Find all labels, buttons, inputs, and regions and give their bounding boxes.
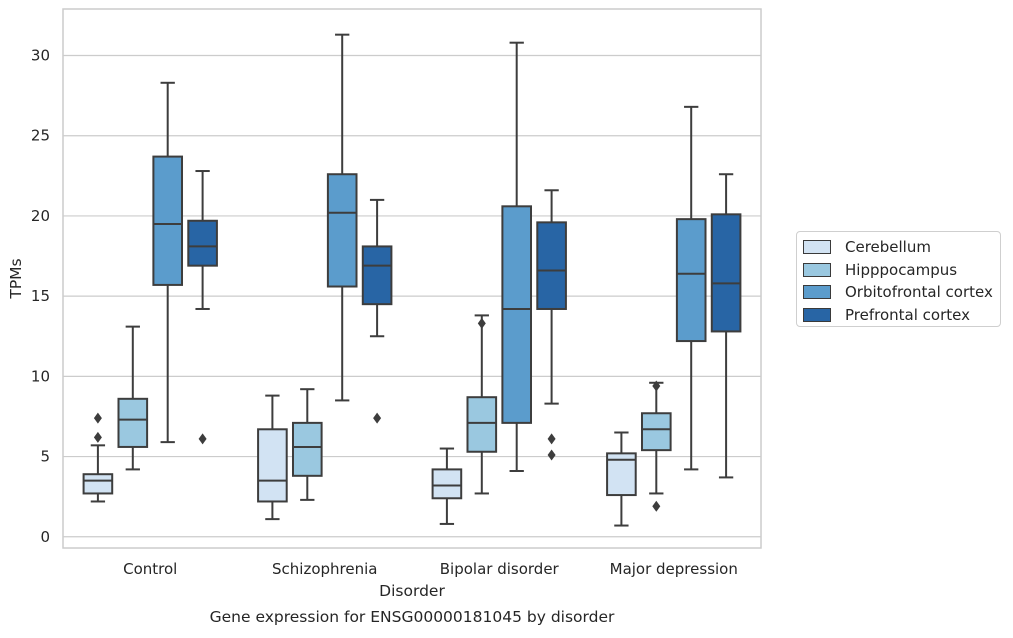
- legend-label-cerebellum: Cerebellum: [845, 238, 931, 257]
- y-axis-label: TPMs: [7, 258, 25, 299]
- outlier-cerebellum-control-1: [93, 412, 102, 424]
- x-tick-label-control: Control: [123, 560, 177, 578]
- box-hipppocampus-bipolar-disorder: [466, 396, 498, 453]
- legend: Cerebellum Hipppocampus Orbitofrontal co…: [796, 231, 1001, 327]
- outlier-hipppocampus-major-depression-0: [652, 380, 661, 392]
- outlier-hipppocampus-major-depression-1: [652, 500, 661, 512]
- box-cerebellum-schizophrenia: [257, 428, 288, 503]
- legend-swatch-orbitofrontal-cortex: [803, 285, 831, 300]
- plot-frame: [62, 8, 762, 549]
- box-orbitofrontal-cortex-schizophrenia: [326, 173, 358, 288]
- box-orbitofrontal-cortex-major-depression: [675, 218, 707, 343]
- outlier-prefrontal-cortex-bipolar-disorder-0: [547, 433, 556, 445]
- outlier-cerebellum-control-0: [93, 431, 102, 443]
- legend-swatch-hippocampus: [803, 262, 831, 277]
- box-hipppocampus-control: [117, 397, 149, 448]
- box-orbitofrontal-cortex-bipolar-disorder: [501, 205, 533, 424]
- outlier-hipppocampus-bipolar-disorder-0: [477, 317, 486, 329]
- chart-title: Gene expression for ENSG00000181045 by d…: [210, 608, 615, 626]
- outlier-prefrontal-cortex-control-0: [198, 433, 207, 445]
- outlier-prefrontal-cortex-bipolar-disorder-1: [547, 449, 556, 461]
- box-cerebellum-control: [82, 473, 114, 495]
- legend-item-prefrontal-cortex: Prefrontal cortex: [803, 304, 994, 327]
- box-prefrontal-cortex-major-depression: [710, 213, 742, 333]
- box-hipppocampus-major-depression: [640, 412, 672, 452]
- y-tick-label-20: 20: [31, 207, 50, 225]
- legend-item-hippocampus: Hipppocampus: [803, 259, 994, 282]
- outlier-prefrontal-cortex-schizophrenia-0: [373, 412, 382, 424]
- y-tick-label-30: 30: [31, 47, 50, 65]
- box-prefrontal-cortex-control: [187, 219, 218, 267]
- y-tick-label-0: 0: [40, 528, 50, 546]
- box-hipppocampus-schizophrenia: [291, 421, 323, 477]
- y-tick-label-15: 15: [31, 287, 50, 305]
- y-tick-label-25: 25: [31, 127, 50, 145]
- legend-swatch-cerebellum: [803, 240, 831, 255]
- box-prefrontal-cortex-schizophrenia: [361, 245, 393, 306]
- box-orbitofrontal-cortex-control: [152, 155, 184, 286]
- x-tick-label-bipolar-disorder: Bipolar disorder: [440, 560, 560, 578]
- x-tick-label-major-depression: Major depression: [610, 560, 738, 578]
- legend-label-prefrontal-cortex: Prefrontal cortex: [845, 305, 970, 324]
- legend-label-orbitofrontal-cortex: Orbitofrontal cortex: [845, 283, 993, 302]
- legend-item-cerebellum: Cerebellum: [803, 236, 994, 259]
- legend-item-orbitofrontal-cortex: Orbitofrontal cortex: [803, 281, 994, 304]
- box-prefrontal-cortex-bipolar-disorder: [536, 221, 567, 310]
- x-axis-label: Disorder: [379, 582, 445, 600]
- legend-swatch-prefrontal-cortex: [803, 307, 831, 322]
- legend-label-hippocampus: Hipppocampus: [845, 260, 958, 279]
- y-tick-label-10: 10: [31, 367, 50, 385]
- box-cerebellum-bipolar-disorder: [431, 468, 463, 500]
- x-tick-label-schizophrenia: Schizophrenia: [272, 560, 377, 578]
- y-tick-label-5: 5: [40, 448, 50, 466]
